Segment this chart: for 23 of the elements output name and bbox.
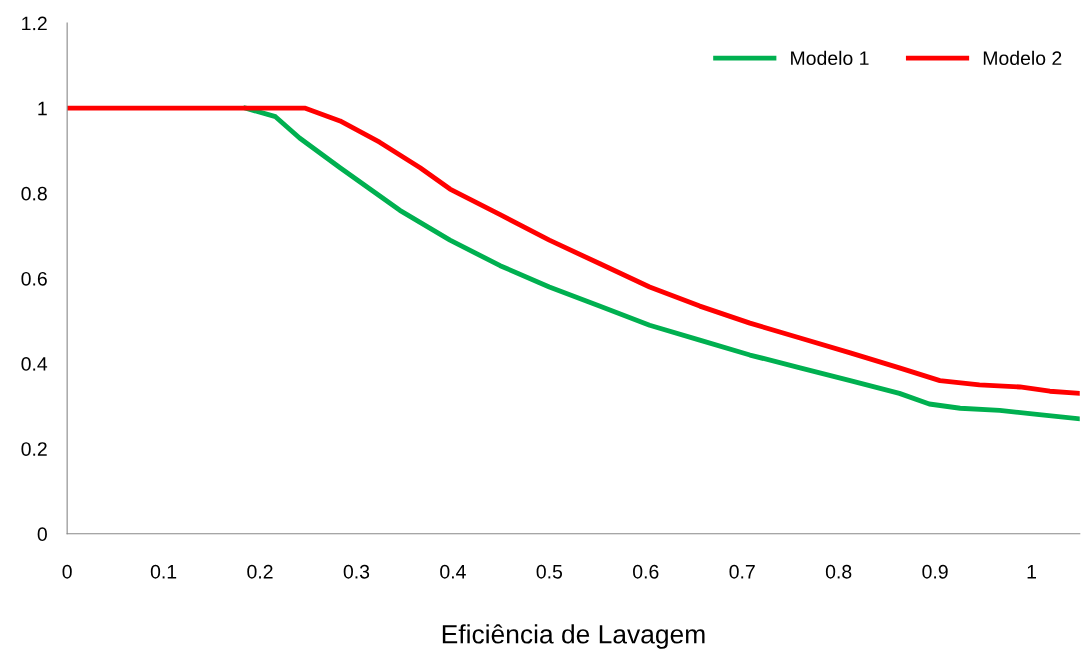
y-tick-label: 0.6: [21, 271, 47, 286]
y-tick-label: 0.4: [21, 357, 48, 371]
y-tick-label: 0.8: [21, 186, 47, 201]
legend-label: Modelo 2: [983, 50, 1062, 66]
x-tick-label: 0.8: [825, 564, 852, 579]
x-tick-label: 1: [1027, 565, 1036, 579]
x-axis-title: Eficiência de Lavagem: [442, 624, 705, 649]
x-tick-label: 0: [62, 564, 72, 579]
line-series: [243, 105, 1080, 422]
x-tick-label: 0.3: [343, 564, 370, 579]
y-tick-label: 0.2: [21, 442, 47, 456]
x-tick-label: 0.6: [633, 564, 659, 579]
line-series: [67, 105, 1080, 396]
x-tick-label: 0.2: [247, 564, 273, 579]
x-tick-label: 0.9: [922, 564, 948, 579]
x-tick-label: 0.5: [536, 564, 563, 579]
y-tick-label: 0: [37, 527, 47, 542]
x-tick-label: 0.4: [440, 564, 466, 579]
x-tick-label: 0.7: [729, 564, 755, 579]
x-tick-label: 0.1: [150, 564, 177, 579]
legend-label: Modelo 1: [791, 50, 869, 66]
y-tick-label: 1: [38, 101, 47, 116]
y-tick-label: 1.2: [22, 16, 47, 31]
